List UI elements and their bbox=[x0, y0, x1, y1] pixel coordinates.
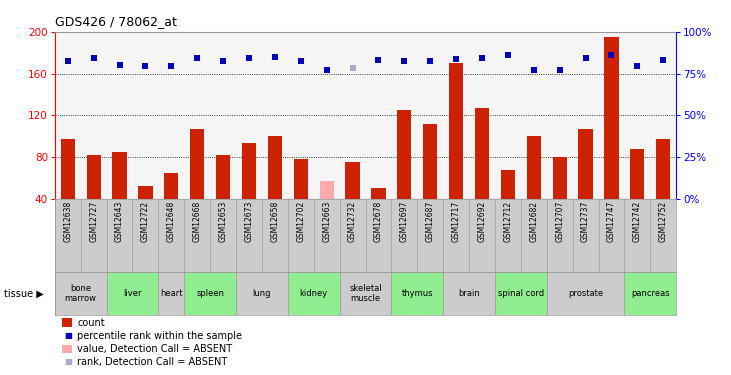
Text: GSM12658: GSM12658 bbox=[270, 201, 279, 242]
Text: ■: ■ bbox=[64, 357, 72, 366]
Bar bbox=[216, 155, 230, 199]
Bar bbox=[340, 272, 391, 315]
Bar bbox=[138, 186, 153, 199]
Bar bbox=[656, 139, 670, 199]
Text: ■: ■ bbox=[64, 331, 72, 340]
Text: GSM12712: GSM12712 bbox=[504, 201, 512, 242]
Bar bbox=[164, 172, 178, 199]
Bar bbox=[346, 162, 360, 199]
Bar bbox=[495, 272, 547, 315]
Text: GSM12752: GSM12752 bbox=[659, 201, 667, 242]
Bar bbox=[547, 272, 624, 315]
Text: GSM12653: GSM12653 bbox=[219, 201, 227, 242]
Text: GSM12663: GSM12663 bbox=[322, 201, 331, 242]
Bar bbox=[553, 157, 567, 199]
Bar bbox=[159, 272, 184, 315]
Bar bbox=[288, 272, 340, 315]
Text: count: count bbox=[77, 318, 105, 327]
Text: GSM12722: GSM12722 bbox=[141, 201, 150, 242]
Bar bbox=[294, 159, 308, 199]
Text: percentile rank within the sample: percentile rank within the sample bbox=[77, 331, 243, 340]
Bar bbox=[236, 272, 288, 315]
Text: GSM12673: GSM12673 bbox=[244, 201, 254, 242]
Bar bbox=[268, 136, 282, 199]
Text: bone
marrow: bone marrow bbox=[65, 284, 96, 303]
Text: GSM12707: GSM12707 bbox=[555, 201, 564, 242]
Text: GSM12732: GSM12732 bbox=[348, 201, 357, 242]
Text: GSM12702: GSM12702 bbox=[296, 201, 306, 242]
Text: GSM12717: GSM12717 bbox=[452, 201, 461, 242]
Bar bbox=[86, 155, 101, 199]
Text: GSM12737: GSM12737 bbox=[581, 201, 590, 242]
Bar bbox=[113, 152, 126, 199]
Text: GSM12643: GSM12643 bbox=[115, 201, 124, 242]
Bar bbox=[526, 136, 541, 199]
Text: thymus: thymus bbox=[401, 289, 433, 298]
Bar bbox=[61, 139, 75, 199]
Text: GSM12742: GSM12742 bbox=[633, 201, 642, 242]
Text: GSM12638: GSM12638 bbox=[64, 201, 72, 242]
Bar bbox=[391, 272, 443, 315]
Bar bbox=[107, 272, 159, 315]
Text: GSM12697: GSM12697 bbox=[400, 201, 409, 242]
Text: prostate: prostate bbox=[568, 289, 603, 298]
Text: GSM12692: GSM12692 bbox=[477, 201, 487, 242]
Text: GSM12678: GSM12678 bbox=[374, 201, 383, 242]
Text: kidney: kidney bbox=[300, 289, 327, 298]
Text: GSM12648: GSM12648 bbox=[167, 201, 176, 242]
Text: liver: liver bbox=[124, 289, 142, 298]
Bar bbox=[397, 110, 412, 199]
Text: GSM12687: GSM12687 bbox=[425, 201, 435, 242]
Bar bbox=[443, 272, 495, 315]
Bar bbox=[449, 63, 463, 199]
Text: GSM12727: GSM12727 bbox=[89, 201, 98, 242]
Text: GSM12682: GSM12682 bbox=[529, 201, 538, 242]
Bar bbox=[475, 108, 489, 199]
Text: value, Detection Call = ABSENT: value, Detection Call = ABSENT bbox=[77, 344, 232, 354]
Bar bbox=[184, 272, 236, 315]
Text: tissue ▶: tissue ▶ bbox=[4, 288, 43, 298]
Bar bbox=[624, 272, 676, 315]
Bar bbox=[578, 129, 593, 199]
Bar bbox=[371, 188, 385, 199]
Text: spinal cord: spinal cord bbox=[498, 289, 544, 298]
Text: rank, Detection Call = ABSENT: rank, Detection Call = ABSENT bbox=[77, 357, 228, 367]
Bar bbox=[319, 181, 334, 199]
Bar bbox=[242, 144, 256, 199]
Text: heart: heart bbox=[160, 289, 183, 298]
Bar bbox=[55, 272, 107, 315]
Bar bbox=[501, 170, 515, 199]
Text: lung: lung bbox=[253, 289, 271, 298]
Text: brain: brain bbox=[458, 289, 480, 298]
Text: GDS426 / 78062_at: GDS426 / 78062_at bbox=[55, 15, 177, 28]
Text: spleen: spleen bbox=[196, 289, 224, 298]
Bar bbox=[605, 37, 618, 199]
Bar bbox=[630, 149, 645, 199]
Text: pancreas: pancreas bbox=[631, 289, 670, 298]
Text: GSM12668: GSM12668 bbox=[193, 201, 202, 242]
Bar bbox=[423, 124, 437, 199]
Bar bbox=[190, 129, 205, 199]
Text: skeletal
muscle: skeletal muscle bbox=[349, 284, 382, 303]
Text: GSM12747: GSM12747 bbox=[607, 201, 616, 242]
